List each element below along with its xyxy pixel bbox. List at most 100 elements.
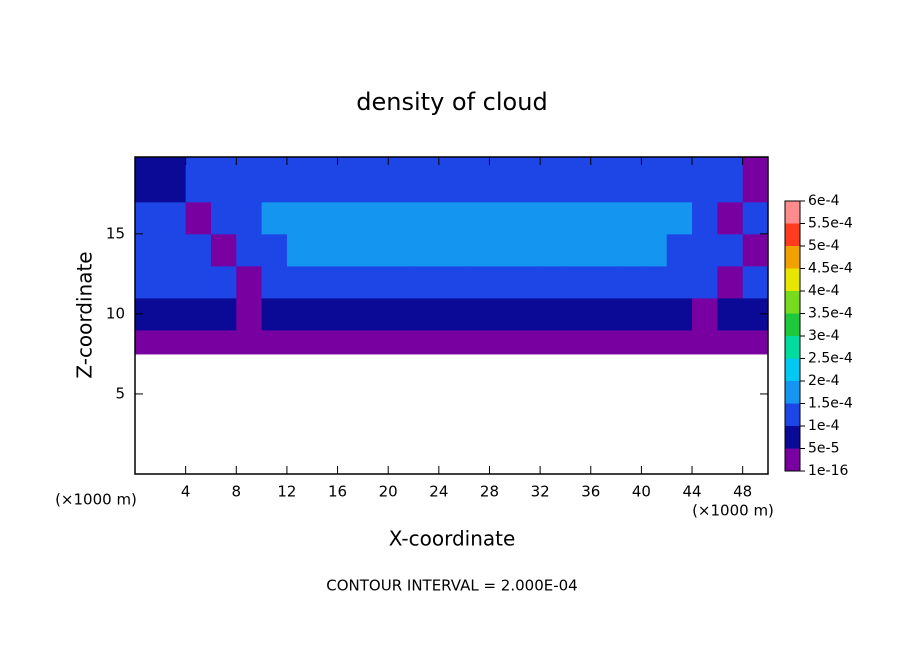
contour-cell [337, 265, 364, 299]
y-tick-label: 15 [106, 224, 125, 242]
contour-cell [135, 157, 161, 203]
contour-cell [312, 201, 339, 235]
contour-cell [362, 329, 389, 355]
contour-cell [286, 265, 313, 299]
contour-cell [438, 157, 465, 203]
contour-cell [261, 297, 288, 331]
x-tick-label: 32 [531, 483, 550, 501]
contour-cell [514, 233, 541, 267]
contour-cell [236, 297, 263, 331]
colorbar-swatch [785, 403, 800, 426]
colorbar-label: 1.5e-4 [808, 396, 853, 412]
colorbar-label: 4.5e-4 [808, 261, 853, 277]
colorbar-swatch [785, 448, 800, 471]
contour-cell [438, 329, 465, 355]
contour-cell [641, 201, 668, 235]
x-tick-label: 24 [429, 483, 448, 501]
contour-cell [514, 329, 541, 355]
contour-cell [388, 157, 415, 203]
contour-cell [413, 329, 440, 355]
chart-title: density of cloud [356, 88, 547, 116]
contour-cell [312, 157, 339, 203]
contour-cell [135, 329, 161, 355]
contour-cell [388, 201, 415, 235]
colorbar-label: 5e-4 [808, 238, 840, 254]
colorbar-label: 1e-16 [808, 463, 848, 479]
x-tick-label: 28 [480, 483, 499, 501]
contour-cell [261, 201, 288, 235]
contour-cell [590, 201, 617, 235]
contour-cell [160, 157, 187, 203]
contour-cell [312, 233, 339, 267]
contour-cell [438, 297, 465, 331]
colorbar-swatch [785, 358, 800, 381]
contour-cell [717, 297, 744, 331]
contour-cell [514, 265, 541, 299]
y-tick-label: 5 [115, 384, 125, 402]
contour-cell [185, 329, 212, 355]
contour-cell [388, 329, 415, 355]
contour-cell [616, 201, 642, 235]
contour-cell [413, 201, 440, 235]
contour-cell [540, 201, 566, 235]
x-tick-label: 36 [581, 483, 600, 501]
contour-cell [514, 297, 541, 331]
contour-cell [717, 233, 744, 267]
contour-cell [692, 265, 718, 299]
x-axis-label: X-coordinate [389, 527, 516, 551]
contour-cell [464, 265, 490, 299]
contour-cell [464, 233, 490, 267]
colorbar-swatch [785, 381, 800, 404]
contour-cell [185, 201, 212, 235]
contour-cell [464, 201, 490, 235]
contour-cell [489, 265, 516, 299]
contour-cell [717, 201, 744, 235]
colorbar-swatch [785, 336, 800, 359]
contour-cell [717, 329, 744, 355]
contour-cell [565, 157, 592, 203]
x-tick-label: 16 [328, 483, 347, 501]
contour-cell [286, 201, 313, 235]
contour-cell [616, 233, 642, 267]
x-tick-label: 8 [232, 483, 242, 501]
contour-cell [210, 233, 237, 267]
contour-cell [160, 329, 187, 355]
contour-cell [666, 201, 693, 235]
contour-cell [565, 329, 592, 355]
contour-cell [160, 233, 187, 267]
contour-cell [286, 233, 313, 267]
contour-cell [616, 265, 642, 299]
contour-cell [312, 265, 339, 299]
colorbar-label: 4e-4 [808, 283, 840, 299]
contour-cell [692, 233, 718, 267]
contour-cell [413, 233, 440, 267]
contour-cell [236, 201, 263, 235]
contour-cell [438, 201, 465, 235]
contour-cell [489, 201, 516, 235]
contour-cell [641, 329, 668, 355]
contour-cell [135, 201, 161, 235]
contour-cell [413, 265, 440, 299]
contour-cell [666, 297, 693, 331]
contour-cell [388, 265, 415, 299]
x-unit-left: (×1000 m) [55, 491, 137, 509]
contour-cell [692, 329, 718, 355]
contour-cell [742, 157, 769, 203]
contour-cell [692, 297, 718, 331]
x-tick-label: 44 [682, 483, 701, 501]
contour-cell [616, 297, 642, 331]
colorbar-swatch [785, 426, 800, 449]
colorbar-swatch [785, 246, 800, 269]
x-tick-label: 48 [733, 483, 752, 501]
contour-cell [261, 265, 288, 299]
contour-cell [286, 157, 313, 203]
contour-cell [261, 157, 288, 203]
contour-cell [692, 157, 718, 203]
colorbar-label: 1e-4 [808, 418, 840, 434]
contour-cell [236, 265, 263, 299]
contour-cell [590, 297, 617, 331]
contour-cell [590, 265, 617, 299]
y-tick-label: 10 [106, 304, 125, 322]
